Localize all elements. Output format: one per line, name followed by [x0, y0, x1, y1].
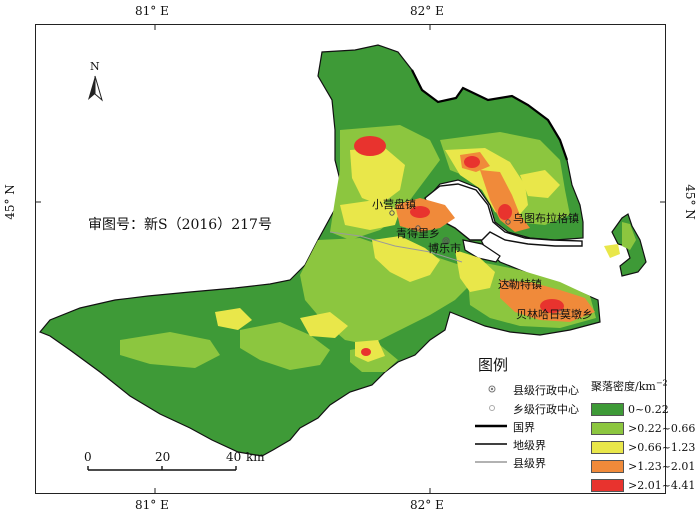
place-wutubulage: 乌图布拉格镇: [513, 212, 579, 225]
left-lat-45: 45° N: [2, 184, 17, 220]
north-label: N: [90, 60, 100, 73]
graticule-ticks: [35, 24, 666, 494]
swatch-class-4: [591, 460, 624, 473]
legend-county-boundary: 县级界: [513, 457, 546, 470]
township-marker: [505, 219, 511, 225]
bottom-lon-82: 82° E: [410, 498, 444, 512]
legend-prefecture-boundary: 地级界: [513, 439, 546, 452]
legend-national-boundary: 国界: [513, 421, 535, 434]
scale-tick-20: 20: [155, 450, 171, 464]
swatch-class-5: [591, 479, 624, 492]
place-dalete: 达勒特镇: [498, 278, 542, 291]
township-marker: [389, 210, 395, 216]
place-markers: [389, 210, 563, 315]
place-bole: 博乐市: [428, 242, 461, 255]
top-lon-81: 81° E: [135, 4, 169, 18]
national-boundary: [411, 69, 569, 161]
township-marker: [557, 309, 563, 315]
legend-county-seat: 县级行政中心: [513, 384, 579, 397]
legend-title: 图例: [478, 356, 509, 374]
swatch-class-2: [591, 422, 624, 435]
county-boundary: [329, 231, 463, 263]
enclave-yellow: [604, 244, 620, 258]
scale-tick-0: 0: [84, 450, 92, 464]
density-title-text: 聚落密度/km: [591, 380, 656, 393]
density-red: [354, 136, 564, 356]
north-arrow-icon: [88, 75, 103, 102]
review-number: 审图号：新S（2016）217号: [88, 217, 272, 233]
lake-south: [462, 239, 501, 263]
class-label-2: >0.22~0.66: [628, 422, 696, 435]
bottom-lon-81: 81° E: [135, 498, 169, 512]
class-label-4: >1.23~2.01: [628, 460, 696, 473]
county-seat-marker-inner: [444, 239, 448, 243]
scale-unit: km: [246, 450, 265, 464]
place-beilinhari: 贝林哈日莫墩乡: [516, 308, 593, 321]
density-exponent: −2: [655, 378, 668, 388]
lake: [424, 183, 583, 247]
legend-township-seat: 乡级行政中心: [513, 403, 579, 416]
enclave-light-green: [622, 222, 636, 250]
township-marker: [415, 225, 421, 231]
right-lat-45: 45° N: [682, 184, 697, 220]
swatch-class-3: [591, 441, 624, 454]
place-qingdeli: 青得里乡: [396, 227, 440, 240]
township-marker: [505, 281, 511, 287]
place-xiaoyingpan: 小营盘镇: [372, 198, 416, 211]
legend-symbols: [475, 385, 507, 463]
class-label-3: >0.66~1.23: [628, 441, 696, 454]
class-label-5: >2.01~4.41: [628, 479, 696, 492]
class-label-1: 0~0.22: [628, 403, 669, 416]
top-lon-82: 82° E: [410, 4, 444, 18]
density-title: 聚落密度/km−2: [591, 378, 668, 394]
swatch-class-1: [591, 403, 624, 416]
scale-bar: [87, 466, 237, 471]
county-seat-marker: [442, 237, 450, 245]
scale-tick-40: 40: [226, 450, 242, 464]
